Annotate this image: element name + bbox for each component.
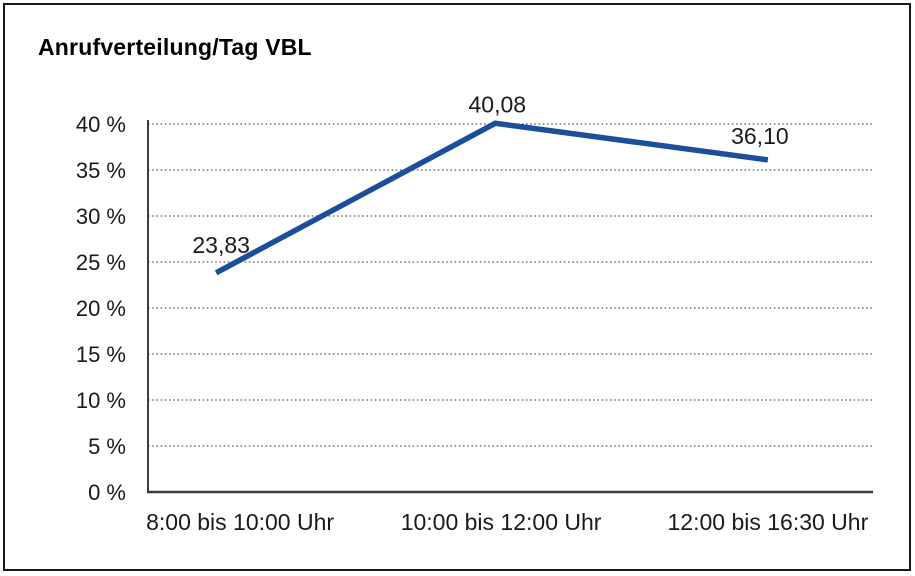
y-tick-label: 35 % [76,158,126,183]
y-tick-label: 0 % [88,480,126,505]
chart-title: Anrufverteilung/Tag VBL [38,34,312,60]
data-point-label: 36,10 [731,123,789,149]
y-tick-label: 25 % [76,250,126,275]
data-point-label: 40,08 [468,91,526,117]
y-tick-label: 5 % [88,434,126,459]
y-tick-label: 15 % [76,342,126,367]
data-line [214,120,769,276]
data-point-label: 23,83 [192,232,250,258]
x-category-label: 10:00 bis 12:00 Uhr [401,509,602,535]
y-tick-label: 10 % [76,388,126,413]
x-category-label: 8:00 bis 10:00 Uhr [146,509,334,535]
y-tick-label: 20 % [76,296,126,321]
x-category-label: 12:00 bis 16:30 Uhr [668,509,869,535]
y-tick-label: 40 % [76,112,126,137]
y-tick-label: 30 % [76,204,126,229]
